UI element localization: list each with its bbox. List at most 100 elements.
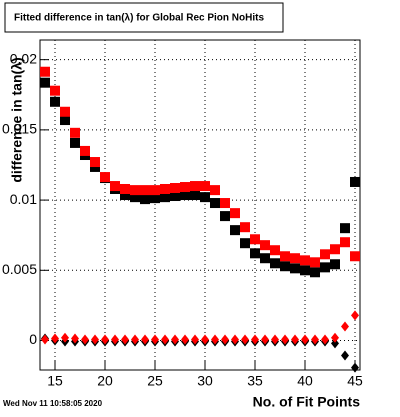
square-marker [350,176,360,187]
square-marker [190,181,200,192]
diamond-marker [321,334,329,345]
square-marker [320,249,330,260]
square-marker [240,238,250,249]
y-tick-label: 0 [29,331,37,347]
square-marker [270,258,280,269]
diamond-marker [231,334,239,345]
x-tick-label: 35 [247,373,263,389]
square-marker [170,191,180,202]
square-marker [330,244,340,255]
square-marker [40,66,50,77]
square-marker [190,190,200,201]
diamond-marker [261,334,269,345]
square-marker [230,225,240,236]
diamond-marker [221,334,229,345]
square-marker [330,259,340,270]
square-marker [120,190,130,201]
diamond-marker [111,334,119,345]
square-marker [130,192,140,203]
square-marker [180,190,190,201]
diamond-marker [191,334,199,345]
square-marker [250,248,260,259]
title-box [4,2,284,33]
diamond-marker [171,334,179,345]
square-marker [200,181,210,192]
square-marker [220,211,230,222]
diamond-marker [341,321,349,332]
square-marker [150,185,160,196]
diamond-marker [81,334,89,345]
diamond-marker [71,333,79,344]
x-tick-label: 30 [197,373,213,389]
square-marker [270,245,280,256]
x-tick-label: 15 [47,373,63,389]
diamond-marker [291,334,299,345]
square-marker [50,96,60,107]
diamond-marker [151,334,159,345]
diamond-marker [281,334,289,345]
square-marker [160,192,170,203]
diamond-marker [181,334,189,345]
x-tick-label: 25 [147,373,163,389]
square-marker [140,185,150,196]
square-marker [70,127,80,138]
y-axis-label: difference in tan(λ) [9,57,25,182]
square-marker [310,267,320,278]
square-marker [300,265,310,276]
square-marker [180,182,190,193]
square-marker [170,183,180,194]
y-tick-label: 0.005 [2,261,37,277]
square-marker [60,106,70,117]
square-marker [340,223,350,234]
diamond-marker [251,334,259,345]
square-marker [150,193,160,204]
diamond-marker [241,334,249,345]
diamond-marker [341,350,349,361]
square-marker [160,183,170,194]
diamond-marker [331,338,339,349]
diamond-marker [91,334,99,345]
square-marker [280,261,290,272]
square-marker [250,234,260,245]
x-tick-label: 20 [97,373,113,389]
diamond-marker [201,334,209,345]
x-axis-label: No. of Fit Points [253,394,361,410]
diamond-marker [121,334,129,345]
square-marker [140,194,150,205]
square-marker [300,255,310,266]
diamond-marker [271,334,279,345]
square-marker [70,137,80,148]
diamond-marker [331,332,339,343]
diamond-marker [41,334,49,345]
diamond-marker [131,334,139,345]
diamond-marker [351,362,359,373]
square-marker [60,115,70,126]
diamond-marker [311,334,319,345]
square-marker [290,263,300,274]
square-marker [200,192,210,203]
square-marker [320,262,330,273]
square-marker [220,198,230,209]
diamond-marker [101,334,109,345]
y-tick-label: 0.015 [2,121,37,137]
square-marker [230,208,240,219]
diamond-marker [51,333,59,344]
x-tick-label: 45 [347,373,363,389]
square-marker [240,222,250,233]
square-marker [50,85,60,96]
square-marker [130,185,140,196]
diamond-marker [161,334,169,345]
plot-frame [39,39,361,371]
square-marker [80,145,90,156]
square-marker [280,251,290,262]
diamond-marker [351,310,359,321]
square-marker [210,185,220,196]
chart-title: Fitted difference in tan(λ) for Global R… [14,13,264,24]
square-marker [290,253,300,264]
square-marker [260,253,270,264]
square-marker [210,198,220,209]
square-marker [110,181,120,192]
square-marker [120,183,130,194]
square-marker [310,257,320,268]
